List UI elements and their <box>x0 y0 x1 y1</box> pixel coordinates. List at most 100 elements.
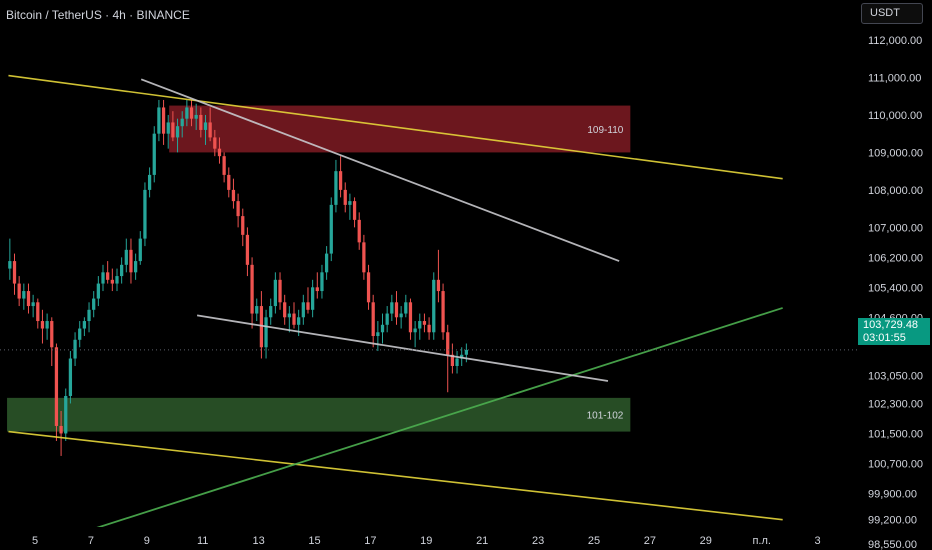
candle-body <box>45 321 49 329</box>
candle-body <box>464 349 468 355</box>
candle-body <box>129 249 133 273</box>
zone-109-110 <box>169 105 631 153</box>
candle-body <box>301 302 305 318</box>
time-tick-label: 21 <box>476 535 488 547</box>
time-tick-label: 7 <box>88 535 94 547</box>
candle-body <box>446 332 450 355</box>
price-tick-label: 99,200.00 <box>868 515 917 527</box>
candle-body <box>227 174 231 190</box>
candle-body <box>376 332 380 337</box>
candle-body <box>306 302 310 310</box>
candle-body <box>399 313 403 318</box>
candle-body <box>189 107 194 119</box>
candle-body <box>96 283 100 299</box>
candle-body <box>175 126 180 138</box>
price-tick-label: 98,550.00 <box>868 539 917 550</box>
symbol-title[interactable]: Bitcoin / TetherUS · 4h · BINANCE <box>6 8 190 22</box>
candle-body <box>320 272 324 292</box>
candle-body <box>343 189 347 205</box>
price-tick-label: 109,000.00 <box>868 147 923 159</box>
trendline-channel-bottom <box>8 430 783 521</box>
candle-body <box>213 137 217 149</box>
candle-body <box>352 201 357 220</box>
candle-body <box>101 272 105 284</box>
candle-body <box>54 347 59 426</box>
candle-body <box>418 321 422 329</box>
time-tick-label: 13 <box>252 535 264 547</box>
candle-body <box>157 107 161 134</box>
candle-body <box>17 283 21 299</box>
price-tick-label: 102,300.00 <box>868 398 923 410</box>
time-tick-label: 5 <box>32 535 38 547</box>
price-tick-label: 106,200.00 <box>868 252 923 264</box>
candle-body <box>166 122 170 134</box>
candle-body <box>143 189 147 239</box>
candle-body <box>222 156 226 175</box>
price-tick-label: 111,000.00 <box>868 72 921 84</box>
time-tick-label: 11 <box>197 535 208 547</box>
price-tick-label: 110,000.00 <box>868 110 922 122</box>
candle-body <box>329 204 333 254</box>
trendlines-layer <box>8 74 783 547</box>
price-tick-label: 112,000.00 <box>868 35 922 47</box>
candle-body <box>73 339 77 359</box>
candle-body <box>390 302 394 314</box>
time-axis-background <box>0 527 857 550</box>
candle-body <box>413 328 417 333</box>
candle-body <box>292 313 296 325</box>
candle-body <box>338 171 343 190</box>
time-tick-label: 29 <box>700 535 712 547</box>
candle-body <box>231 189 236 202</box>
price-tick-label: 101,500.00 <box>868 428 923 440</box>
zone-label-109-110: 109-110 <box>587 125 623 136</box>
candle-body <box>404 302 408 314</box>
candle-body <box>287 313 291 318</box>
candle-body <box>87 309 91 322</box>
currency-button[interactable]: USDT <box>861 3 923 24</box>
candle-body <box>455 358 459 367</box>
candle-body <box>366 272 371 303</box>
candle-body <box>40 321 45 329</box>
zone-labels-layer: 109-110 101-102 <box>587 125 624 422</box>
price-axis[interactable]: 112,000.00 111,000.00 110,000.00 109,000.00… <box>857 0 932 550</box>
candle-body <box>348 201 352 205</box>
candle-body <box>408 302 413 333</box>
time-tick-label: 19 <box>420 535 432 547</box>
candle-body <box>106 272 110 280</box>
current-price-value: 103,729.48 <box>863 319 919 331</box>
candle-countdown: 03:01:55 <box>863 332 906 344</box>
candle-body <box>273 279 278 307</box>
candle-body <box>432 279 436 333</box>
candle-body <box>380 324 385 333</box>
candle-body <box>194 114 198 119</box>
candle-body <box>217 148 222 157</box>
price-tick-label: 100,700.00 <box>868 458 923 470</box>
price-tick-label: 103,050.00 <box>868 370 923 382</box>
price-tick-label: 105,400.00 <box>868 282 923 294</box>
candle-body <box>385 313 389 325</box>
candle-body <box>283 302 287 318</box>
trendline-channel-top <box>8 74 783 180</box>
candle-body <box>161 107 166 134</box>
candle-body <box>68 358 73 396</box>
candle-body <box>50 321 54 348</box>
candle-body <box>78 328 82 340</box>
candle-body <box>185 107 189 119</box>
candle-body <box>245 234 250 265</box>
candle-body <box>203 122 208 130</box>
candles-layer <box>8 99 468 456</box>
candle-body <box>297 317 301 325</box>
candle-body <box>264 317 268 348</box>
current-price-tag: 103,729.48 03:01:55 <box>858 318 930 345</box>
candle-body <box>436 279 441 292</box>
candle-body <box>334 171 338 205</box>
candle-body <box>59 425 63 434</box>
time-tick-label: 25 <box>588 535 600 547</box>
time-axis[interactable]: 5 7 9 11 13 15 17 19 21 23 25 27 29 п.л. 3 <box>0 527 857 550</box>
candle-body <box>460 354 464 359</box>
candle-body <box>110 279 114 284</box>
candle-body <box>120 264 124 277</box>
candle-body <box>64 395 68 434</box>
